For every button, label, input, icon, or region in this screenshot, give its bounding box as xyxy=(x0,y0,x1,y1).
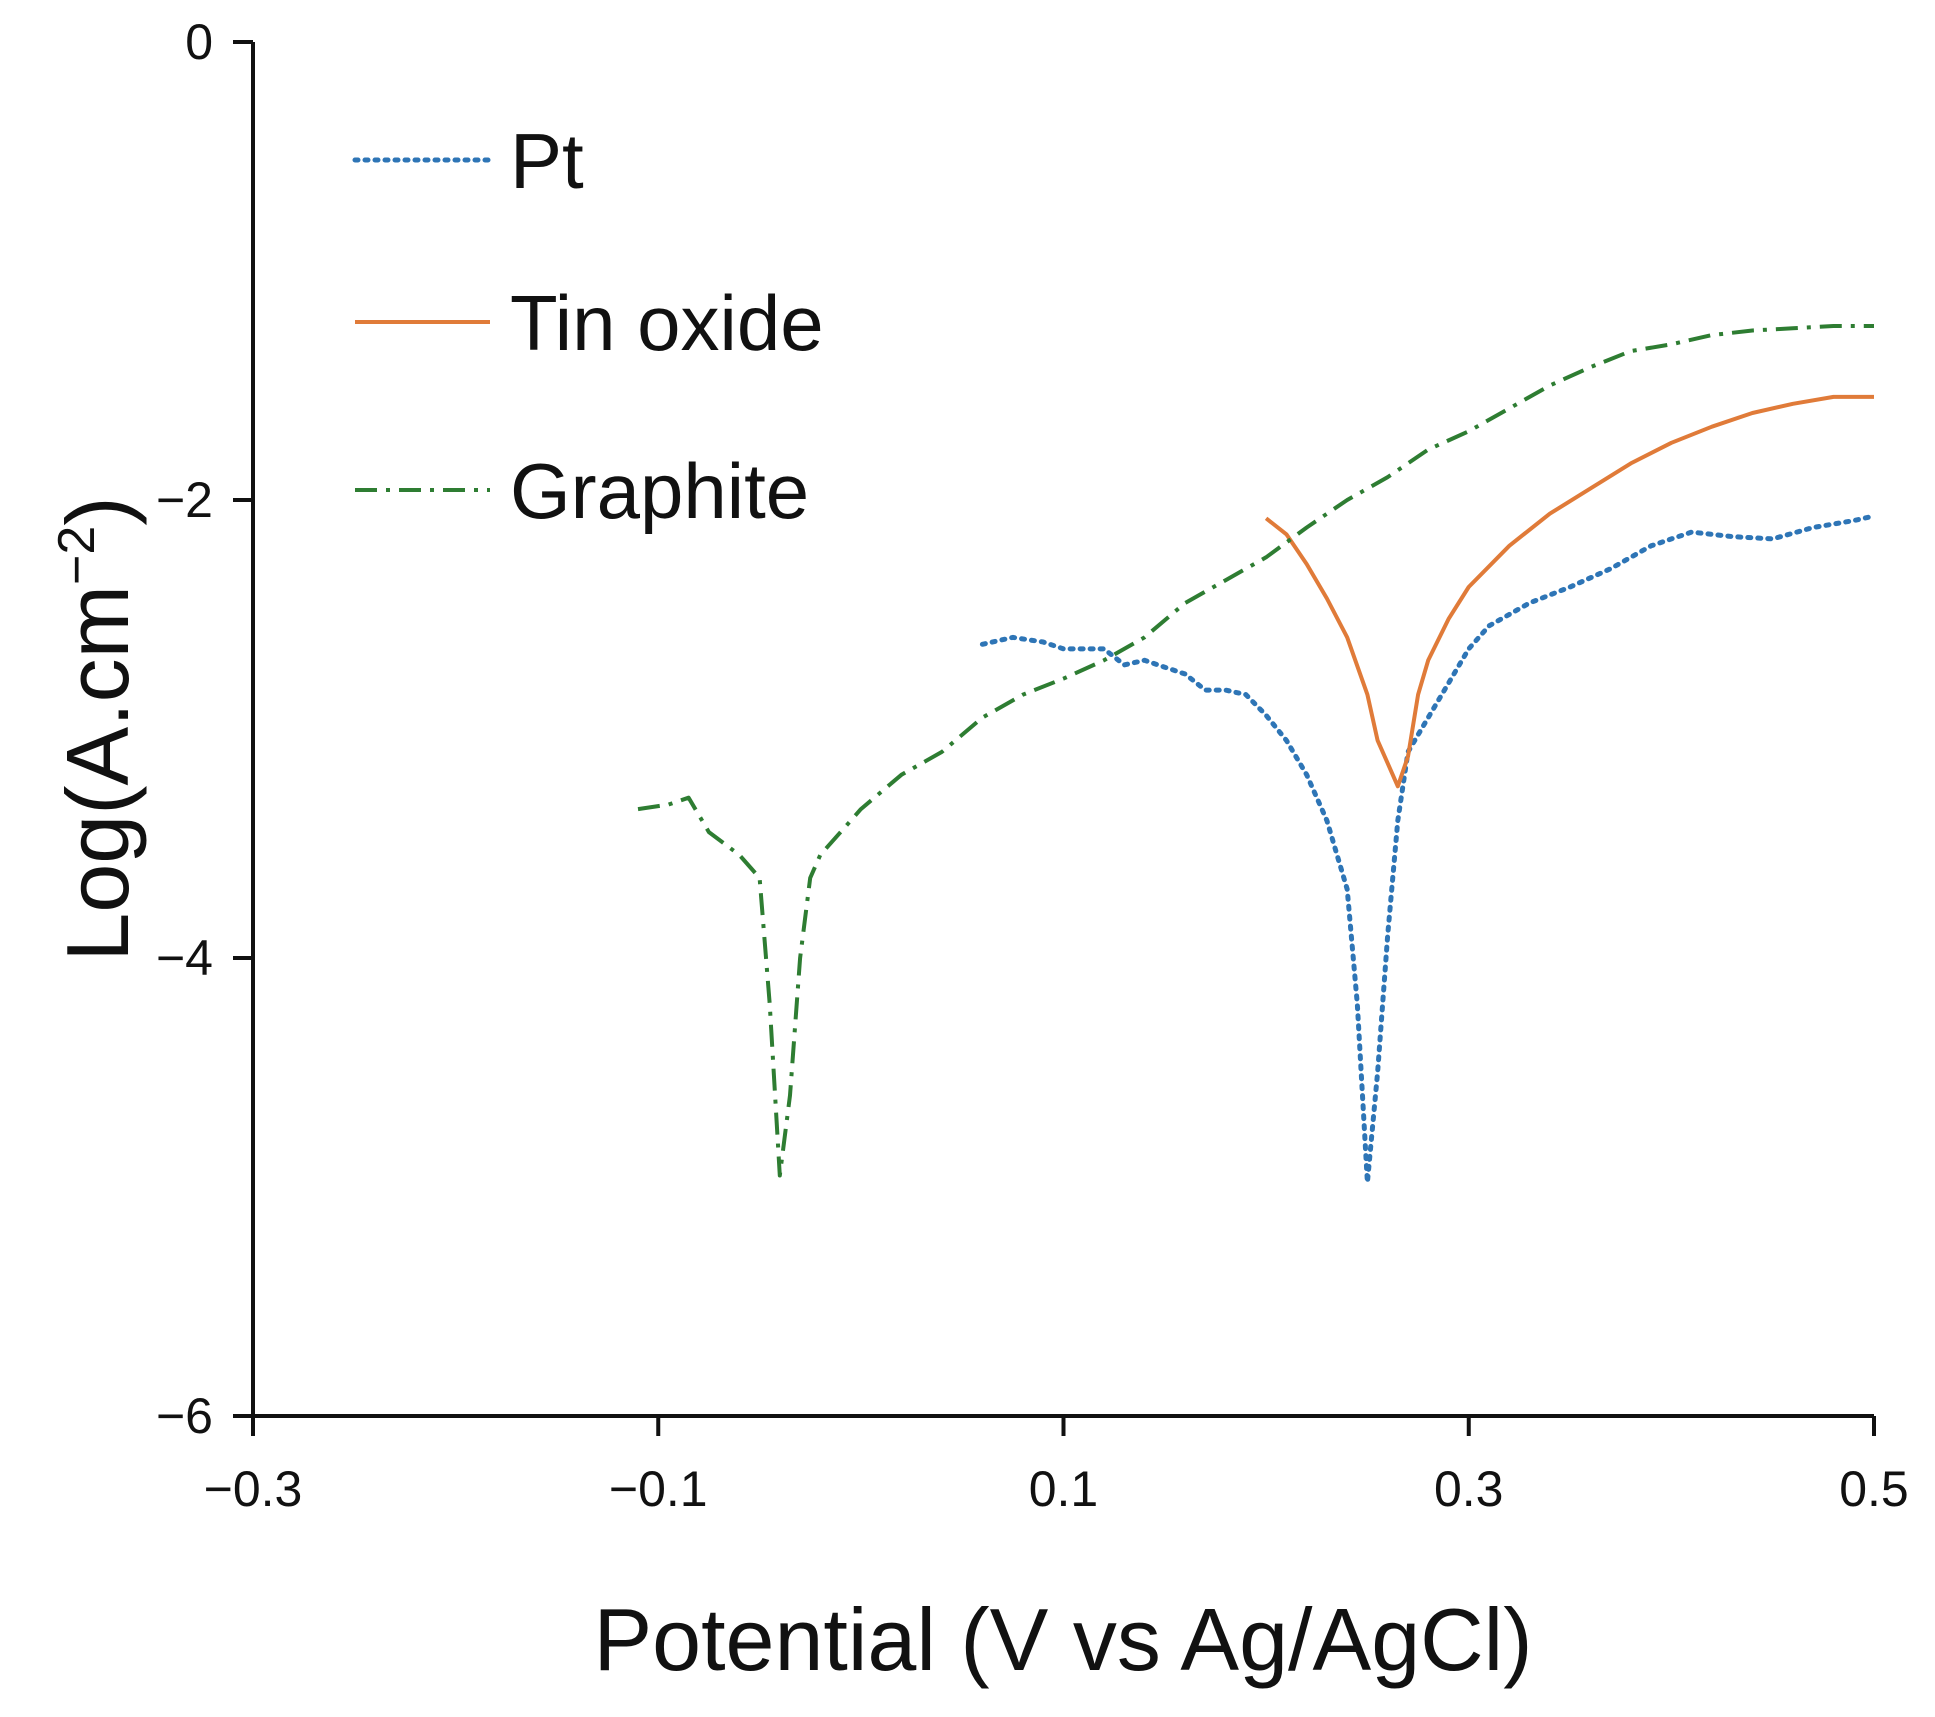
x-tick-label: 0.1 xyxy=(1029,1461,1099,1517)
y-tick-label: −2 xyxy=(156,472,213,528)
legend-label-tin-oxide: Tin oxide xyxy=(510,279,824,367)
x-tick-label: −0.1 xyxy=(609,1461,708,1517)
tick-layer: −0.3 −0.1 0.1 0.3 0.5 0 −2 −4 −6 xyxy=(156,14,1909,1517)
y-axis-title-close: ) xyxy=(48,496,147,525)
y-axis-title: Log(A.cm−2) xyxy=(48,496,147,961)
x-tick-label: 0.5 xyxy=(1839,1461,1909,1517)
y-axis-title-main: Log(A.cm xyxy=(48,585,147,962)
series-line-pt xyxy=(979,513,1877,1185)
y-tick-label: −6 xyxy=(156,1388,213,1444)
y-tick-label: −4 xyxy=(156,930,213,986)
series-line-tin-oxide xyxy=(1264,394,1874,789)
plot-area: −0.3 −0.1 0.1 0.3 0.5 0 −2 −4 −6 xyxy=(156,14,1909,1517)
x-tick-label: −0.3 xyxy=(204,1461,303,1517)
x-axis-title: Potential (V vs Ag/AgCl) xyxy=(593,1590,1532,1689)
x-tick-label: 0.3 xyxy=(1434,1461,1504,1517)
legend-label-graphite: Graphite xyxy=(510,447,809,535)
series-line-graphite xyxy=(637,324,1874,1178)
legend-label-pt: Pt xyxy=(510,117,584,205)
series-layer xyxy=(637,324,1877,1185)
y-tick-label: 0 xyxy=(185,14,213,70)
legend: Pt Tin oxide Graphite xyxy=(352,117,824,535)
y-axis-title-superscript: −2 xyxy=(48,526,106,585)
